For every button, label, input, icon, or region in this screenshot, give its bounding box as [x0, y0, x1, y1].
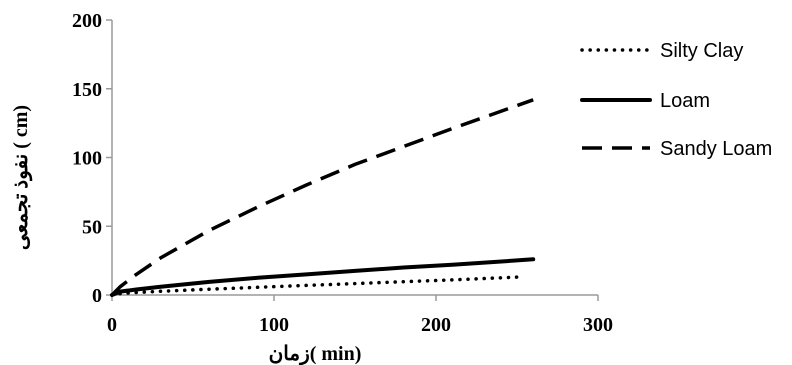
y-tick-label: 150	[72, 79, 102, 101]
ticks: 0 50 100 150 200 0 100 200 300	[72, 10, 613, 336]
legend-label: Loam	[660, 90, 710, 112]
y-tick-label: 0	[92, 285, 102, 307]
x-axis-title: زمان( min)	[269, 343, 362, 365]
y-tick-label: 50	[82, 216, 102, 238]
y-tick-label: 200	[72, 10, 102, 32]
legend-label: Sandy Loam	[660, 138, 772, 160]
x-tick-label: 200	[421, 314, 451, 336]
x-tick-label: 100	[259, 314, 289, 336]
x-tick-label: 0	[107, 314, 117, 336]
series-line-silty-clay	[110, 275, 519, 297]
legend: Silty Clay Loam Sandy Loam	[580, 40, 772, 160]
series-line-sandy-loam	[110, 98, 534, 297]
legend-label: Silty Clay	[660, 40, 743, 62]
series	[110, 98, 536, 297]
axes	[111, 20, 598, 296]
series-line-loam	[110, 257, 536, 297]
x-tick-label: 300	[583, 314, 613, 336]
y-tick-label: 100	[72, 148, 102, 170]
y-axis-title: نفوذ تجمعی ( cm)	[10, 105, 33, 250]
